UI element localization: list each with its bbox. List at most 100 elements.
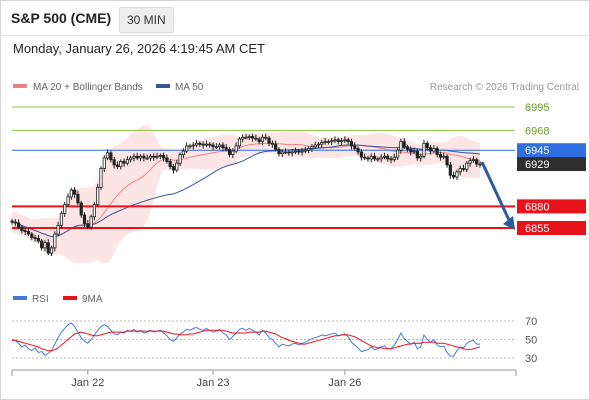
candle-body	[267, 137, 271, 144]
candle-body	[26, 231, 31, 235]
candle	[63, 201, 67, 217]
candle-body	[330, 140, 334, 143]
candle	[188, 143, 192, 149]
candle-body	[250, 135, 255, 139]
candle	[267, 135, 271, 147]
candle	[30, 231, 34, 241]
rsi-ma-legend-swatch	[63, 296, 77, 300]
x-axis: Jan 22 Jan 23 Jan 26	[11, 369, 517, 389]
candle	[382, 152, 387, 160]
candle	[33, 234, 37, 242]
candle	[105, 149, 110, 161]
candle-body	[109, 152, 113, 161]
candle-body	[478, 163, 482, 166]
candle-body	[419, 155, 423, 159]
candle-body	[435, 148, 439, 155]
candle	[458, 165, 462, 176]
candle-body	[227, 148, 232, 155]
candle-body	[129, 157, 133, 161]
candle	[415, 148, 419, 161]
candle-body	[438, 154, 443, 158]
candle-body	[96, 186, 100, 206]
candle	[204, 140, 209, 148]
candle-body	[237, 138, 242, 147]
candle-body	[461, 167, 466, 170]
candle-body	[455, 171, 459, 178]
candle	[307, 146, 311, 154]
candle-body	[201, 143, 205, 146]
candle-body	[73, 189, 77, 195]
candle-body	[254, 137, 258, 140]
candle	[468, 157, 472, 167]
ma50-legend-label: MA 50	[175, 82, 204, 93]
candle-body	[333, 139, 337, 142]
candle	[86, 220, 90, 230]
candle	[109, 150, 113, 163]
candle	[343, 136, 347, 143]
candle	[162, 152, 166, 162]
instrument-title: S&P 500 (CME)	[11, 10, 112, 26]
candle-body	[191, 144, 195, 147]
candle-body	[287, 151, 291, 154]
candle-body	[247, 135, 251, 138]
candle-body	[152, 155, 156, 158]
candle	[349, 138, 354, 150]
candle-body	[53, 233, 57, 249]
candle	[326, 139, 330, 145]
candle	[119, 159, 123, 170]
candle	[92, 201, 96, 221]
candle-body	[475, 159, 479, 165]
candle-body	[102, 157, 106, 169]
candle	[389, 156, 393, 164]
candle	[155, 152, 159, 160]
candle	[425, 141, 429, 151]
candle-body	[339, 140, 344, 143]
candle	[366, 155, 370, 162]
candle-body	[76, 193, 80, 204]
candle	[171, 163, 176, 174]
candle-body	[356, 148, 360, 153]
candle-body	[63, 204, 67, 214]
candle	[369, 153, 373, 163]
candle	[465, 161, 469, 173]
candle-body	[119, 161, 123, 168]
candle	[198, 141, 202, 148]
level-label-6855: 6855	[525, 223, 549, 235]
candle	[73, 187, 77, 198]
candle	[49, 245, 54, 256]
candle-body	[66, 196, 70, 206]
rsi-tick-label: 30	[525, 353, 537, 365]
candle	[237, 136, 242, 149]
candle-body	[260, 136, 265, 142]
candle-body	[320, 142, 324, 145]
candle	[372, 152, 377, 162]
candle-body	[132, 155, 136, 159]
timeframe-button[interactable]: 30 MIN	[119, 7, 174, 33]
candle-body	[105, 152, 110, 159]
candle	[135, 152, 139, 161]
ma20-legend-swatch	[13, 84, 27, 88]
candle	[435, 146, 439, 158]
candle	[274, 140, 278, 152]
candle	[218, 142, 222, 150]
candle-body	[40, 240, 44, 249]
candle-body	[224, 147, 228, 150]
candle-body	[264, 136, 268, 139]
candle	[438, 151, 443, 161]
x-tick-label: Jan 22	[71, 377, 104, 389]
candle	[254, 134, 258, 142]
candle-body	[274, 143, 278, 150]
candle	[409, 146, 413, 156]
candle-body	[399, 141, 403, 151]
candle	[392, 153, 396, 162]
candle	[59, 211, 64, 229]
candle-body	[13, 221, 17, 224]
candle	[125, 156, 129, 166]
candle	[241, 134, 245, 143]
candle-body	[379, 156, 383, 160]
candle	[194, 139, 199, 148]
rsi-tick-label: 70	[525, 316, 537, 328]
candle-body	[402, 141, 406, 148]
candle	[10, 218, 14, 225]
candle-body	[310, 146, 314, 149]
